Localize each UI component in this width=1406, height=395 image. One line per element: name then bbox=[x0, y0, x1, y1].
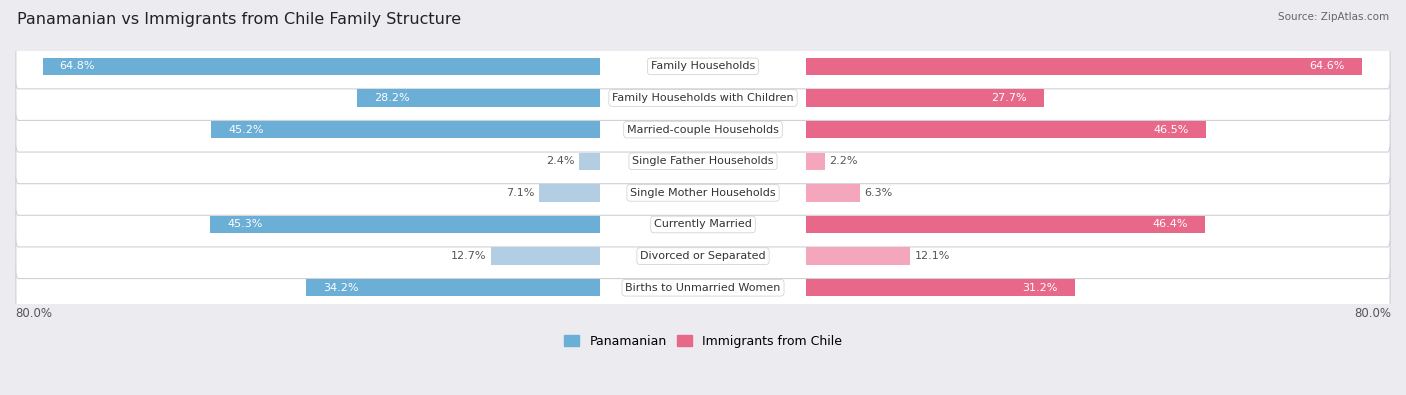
FancyBboxPatch shape bbox=[15, 44, 1391, 89]
Bar bbox=[579, 152, 600, 170]
Text: 46.5%: 46.5% bbox=[1153, 124, 1189, 135]
Bar bbox=[806, 247, 910, 265]
Text: 6.3%: 6.3% bbox=[865, 188, 893, 198]
Text: 80.0%: 80.0% bbox=[15, 307, 52, 320]
Text: 34.2%: 34.2% bbox=[323, 283, 359, 293]
Text: 80.0%: 80.0% bbox=[1354, 307, 1391, 320]
FancyBboxPatch shape bbox=[15, 107, 1391, 152]
Text: Currently Married: Currently Married bbox=[654, 220, 752, 229]
FancyBboxPatch shape bbox=[15, 234, 1391, 278]
Text: 7.1%: 7.1% bbox=[506, 188, 534, 198]
Bar bbox=[806, 216, 1205, 233]
Text: Single Father Households: Single Father Households bbox=[633, 156, 773, 166]
Text: Panamanian vs Immigrants from Chile Family Structure: Panamanian vs Immigrants from Chile Fami… bbox=[17, 12, 461, 27]
Text: 2.2%: 2.2% bbox=[830, 156, 858, 166]
Bar bbox=[806, 279, 1074, 296]
Bar bbox=[806, 89, 1045, 107]
Text: 27.7%: 27.7% bbox=[991, 93, 1028, 103]
Text: Divorced or Separated: Divorced or Separated bbox=[640, 251, 766, 261]
Text: Source: ZipAtlas.com: Source: ZipAtlas.com bbox=[1278, 12, 1389, 22]
FancyBboxPatch shape bbox=[15, 75, 1391, 120]
Bar bbox=[491, 247, 600, 265]
Legend: Panamanian, Immigrants from Chile: Panamanian, Immigrants from Chile bbox=[560, 330, 846, 353]
Bar bbox=[538, 184, 600, 201]
FancyBboxPatch shape bbox=[15, 170, 1391, 215]
Text: Family Households: Family Households bbox=[651, 61, 755, 71]
Bar bbox=[806, 121, 1206, 138]
Bar bbox=[806, 152, 825, 170]
Text: 64.6%: 64.6% bbox=[1309, 61, 1344, 71]
Bar bbox=[806, 184, 860, 201]
Text: Single Mother Households: Single Mother Households bbox=[630, 188, 776, 198]
Bar bbox=[806, 58, 1362, 75]
Bar bbox=[42, 58, 600, 75]
FancyBboxPatch shape bbox=[15, 139, 1391, 184]
FancyBboxPatch shape bbox=[15, 265, 1391, 310]
Text: 46.4%: 46.4% bbox=[1153, 220, 1188, 229]
Text: 12.7%: 12.7% bbox=[451, 251, 486, 261]
FancyBboxPatch shape bbox=[15, 202, 1391, 247]
Text: Births to Unmarried Women: Births to Unmarried Women bbox=[626, 283, 780, 293]
Text: 45.3%: 45.3% bbox=[228, 220, 263, 229]
Bar bbox=[211, 216, 600, 233]
Text: 2.4%: 2.4% bbox=[547, 156, 575, 166]
Bar bbox=[357, 89, 600, 107]
Text: 45.2%: 45.2% bbox=[228, 124, 264, 135]
Bar bbox=[305, 279, 600, 296]
Text: Family Households with Children: Family Households with Children bbox=[612, 93, 794, 103]
Text: Married-couple Households: Married-couple Households bbox=[627, 124, 779, 135]
Text: 12.1%: 12.1% bbox=[914, 251, 950, 261]
Text: 28.2%: 28.2% bbox=[374, 93, 411, 103]
Text: 31.2%: 31.2% bbox=[1022, 283, 1057, 293]
Bar bbox=[211, 121, 600, 138]
Text: 64.8%: 64.8% bbox=[59, 61, 96, 71]
